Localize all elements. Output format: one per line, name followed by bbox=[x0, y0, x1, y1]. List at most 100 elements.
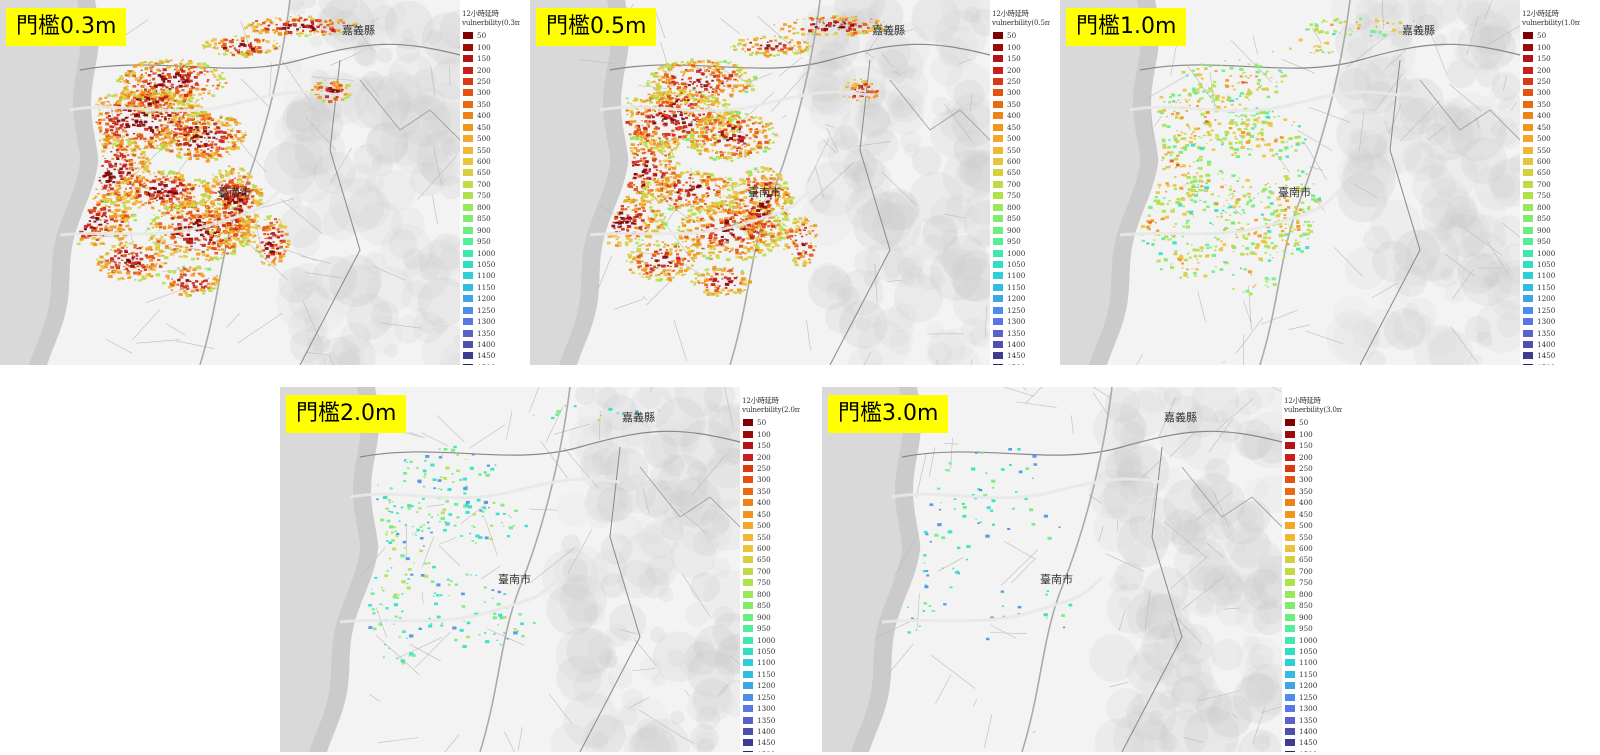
coastal-band bbox=[28, 0, 99, 365]
flood-cell bbox=[727, 84, 732, 88]
flood-cell bbox=[191, 214, 196, 218]
flood-cell bbox=[227, 201, 231, 205]
flood-cell bbox=[717, 114, 721, 118]
legend-value: 1400 bbox=[477, 340, 496, 350]
flood-cell bbox=[236, 230, 240, 233]
flood-cell bbox=[658, 137, 662, 140]
flood-cell bbox=[208, 210, 212, 214]
flood-cell bbox=[168, 205, 172, 209]
flood-cell bbox=[700, 130, 705, 134]
flood-cell bbox=[272, 241, 275, 243]
flood-cell bbox=[645, 142, 648, 144]
flood-cell bbox=[137, 79, 142, 83]
flood-cell bbox=[708, 95, 712, 98]
flood-cell bbox=[102, 133, 105, 136]
flood-cell bbox=[743, 142, 747, 145]
flood-cell bbox=[213, 68, 218, 72]
terrain-shade bbox=[925, 320, 945, 339]
flood-cell bbox=[182, 206, 186, 209]
threshold-label: 門檻0.3m bbox=[6, 8, 127, 46]
flood-cell bbox=[273, 40, 275, 42]
flood-cell bbox=[218, 233, 221, 236]
flood-cell bbox=[846, 33, 852, 37]
terrain-shade bbox=[397, 74, 437, 113]
terrain-shade bbox=[851, 156, 886, 191]
flood-cell bbox=[127, 191, 132, 195]
flood-cell bbox=[718, 121, 722, 124]
flood-cell bbox=[162, 171, 165, 173]
flood-cell bbox=[263, 233, 267, 236]
flood-cell bbox=[143, 182, 146, 184]
flood-cell bbox=[229, 212, 232, 215]
flood-cell bbox=[163, 204, 168, 207]
flood-cell bbox=[688, 84, 691, 87]
flood-cell bbox=[221, 252, 224, 254]
flood-cell bbox=[183, 63, 187, 67]
flood-cell bbox=[172, 236, 176, 239]
flood-cell bbox=[173, 242, 177, 244]
terrain-shade bbox=[969, 326, 990, 348]
terrain-shade bbox=[338, 351, 361, 365]
flood-cell bbox=[168, 105, 172, 108]
flood-cell bbox=[635, 112, 640, 115]
flood-cell bbox=[95, 238, 100, 241]
flood-cell bbox=[112, 121, 116, 124]
flood-cell bbox=[630, 103, 633, 105]
legend-item: 1000 bbox=[463, 247, 495, 258]
flood-cell bbox=[166, 174, 169, 176]
flood-cell bbox=[144, 67, 149, 71]
legend-value: 1100 bbox=[477, 271, 496, 281]
flood-cell bbox=[238, 45, 241, 48]
legend-value: 950 bbox=[477, 237, 491, 247]
flood-cell bbox=[834, 21, 837, 24]
flood-cell bbox=[251, 205, 254, 207]
flood-cell bbox=[175, 204, 178, 206]
flood-cell bbox=[152, 201, 155, 203]
flood-cell bbox=[256, 204, 260, 207]
flood-cell bbox=[153, 84, 158, 88]
flood-cell bbox=[862, 22, 867, 26]
terrain-shade bbox=[934, 10, 987, 63]
flood-cell bbox=[128, 262, 131, 264]
terrain-shade bbox=[843, 161, 874, 192]
flood-cell bbox=[153, 94, 157, 97]
flood-cell bbox=[203, 129, 208, 133]
flood-cell bbox=[152, 64, 155, 67]
flood-cell bbox=[125, 263, 129, 266]
flood-cell bbox=[106, 168, 109, 170]
flood-cell bbox=[125, 145, 129, 148]
flood-cell bbox=[701, 98, 704, 101]
flood-cell bbox=[728, 120, 732, 123]
flood-cell bbox=[764, 47, 769, 51]
flood-cell bbox=[177, 215, 180, 217]
flood-cell bbox=[222, 179, 226, 182]
flood-cell bbox=[163, 207, 166, 209]
flood-cell bbox=[746, 84, 751, 88]
flood-cell bbox=[164, 128, 169, 132]
flood-cell bbox=[328, 32, 332, 35]
flood-cell bbox=[134, 167, 138, 170]
flood-cell bbox=[684, 83, 688, 86]
flood-cell bbox=[95, 188, 98, 190]
flood-cell bbox=[169, 252, 175, 256]
flood-cell bbox=[144, 187, 148, 190]
flood-cell bbox=[234, 120, 238, 124]
flood-cell bbox=[116, 100, 121, 104]
flood-cell bbox=[149, 145, 154, 149]
flood-cell bbox=[225, 117, 230, 120]
flood-cell bbox=[674, 123, 678, 126]
flood-cell bbox=[279, 27, 283, 31]
flood-cell bbox=[228, 116, 233, 120]
flood-cell bbox=[118, 184, 121, 187]
flood-cell bbox=[679, 65, 683, 67]
road bbox=[598, 204, 621, 219]
terrain-shade bbox=[964, 6, 980, 23]
flood-cell bbox=[199, 135, 203, 139]
flood-cell bbox=[280, 239, 286, 243]
flood-cell bbox=[132, 123, 136, 127]
flood-cell bbox=[287, 23, 292, 27]
flood-cell bbox=[206, 65, 210, 68]
flood-cell bbox=[221, 207, 226, 210]
flood-cell bbox=[134, 279, 137, 281]
flood-cell bbox=[707, 95, 709, 97]
